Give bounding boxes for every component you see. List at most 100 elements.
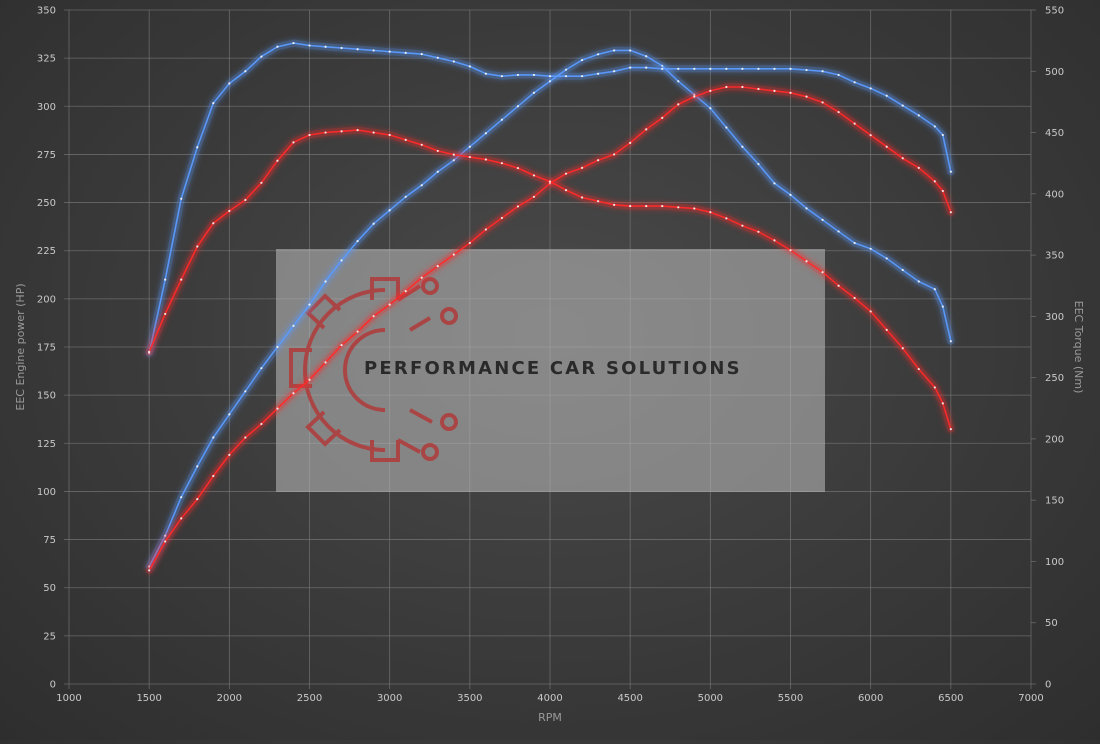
data-point <box>805 95 808 98</box>
data-point <box>941 189 944 193</box>
data-point <box>645 66 648 69</box>
data-point <box>468 155 471 159</box>
data-point <box>901 157 904 160</box>
data-point <box>212 102 215 105</box>
y-right-tick-label: 50 <box>1045 618 1058 629</box>
x-tick-label: 2500 <box>297 693 322 704</box>
axes: 1000 1500 2000 2500 3000 3500 4000 4500 5000 5500… <box>14 6 1085 725</box>
brand-name: PERFORMANCE CAR SOLUTIONS <box>364 358 742 379</box>
data-point <box>885 257 888 260</box>
data-point <box>677 80 680 83</box>
data-point <box>532 73 536 77</box>
data-point <box>709 107 712 110</box>
data-point <box>260 55 263 58</box>
data-point <box>420 276 423 279</box>
data-point <box>661 116 664 119</box>
data-point <box>436 170 439 173</box>
data-point <box>228 209 231 213</box>
series-line-3 <box>148 129 952 430</box>
data-point <box>917 280 920 283</box>
data-point <box>613 70 616 73</box>
data-point <box>500 75 503 78</box>
data-point <box>484 158 487 161</box>
data-point <box>757 162 760 166</box>
data-point <box>356 239 359 243</box>
data-point <box>276 407 279 410</box>
data-point <box>597 159 600 162</box>
data-point <box>629 141 632 144</box>
data-point <box>548 75 552 78</box>
data-point <box>340 343 343 347</box>
data-point <box>949 211 952 214</box>
data-point <box>773 67 776 70</box>
data-point <box>196 465 199 468</box>
data-point <box>532 91 536 94</box>
data-point <box>308 133 311 137</box>
y-left-tick-label: 150 <box>37 391 56 402</box>
y-left-tick-label: 50 <box>43 583 56 594</box>
data-point <box>773 182 776 185</box>
y-right-tick-label: 500 <box>1045 67 1064 78</box>
data-point <box>949 170 952 173</box>
data-point <box>869 247 872 250</box>
data-point <box>901 268 904 272</box>
data-point <box>949 428 952 431</box>
data-point <box>516 73 520 77</box>
data-point <box>468 241 471 245</box>
data-point <box>933 180 936 183</box>
data-point <box>805 68 808 72</box>
data-point <box>532 174 536 177</box>
data-point <box>388 209 391 212</box>
data-point <box>661 67 664 70</box>
data-point <box>228 453 231 456</box>
data-point <box>941 305 944 308</box>
data-point <box>709 67 712 70</box>
data-point <box>148 569 151 572</box>
data-point <box>196 245 199 248</box>
data-point <box>180 197 183 200</box>
data-point <box>629 49 632 52</box>
y-left-tick-label: 250 <box>37 198 56 209</box>
data-point <box>580 58 584 62</box>
data-point <box>148 350 151 354</box>
data-point <box>789 67 792 70</box>
data-point <box>853 296 856 300</box>
data-point <box>196 498 199 501</box>
data-point <box>941 402 944 405</box>
data-point <box>837 110 840 114</box>
data-point <box>420 184 423 187</box>
data-point <box>420 53 423 56</box>
data-point <box>757 67 760 70</box>
y-right-tick-label: 150 <box>1045 496 1064 507</box>
data-point <box>821 271 824 274</box>
y-left-axis-title: EEC Engine power (HP) <box>14 283 27 410</box>
watermark-logo: PERFORMANCE CAR SOLUTIONS <box>276 249 825 492</box>
data-point <box>292 41 295 45</box>
data-point <box>452 153 455 156</box>
data-point <box>821 101 824 104</box>
data-point <box>164 540 167 543</box>
data-point <box>693 67 696 70</box>
y-left-tick-label: 100 <box>37 487 56 498</box>
data-point <box>564 189 568 192</box>
data-point <box>308 378 311 381</box>
y-right-tick-label: 550 <box>1045 6 1064 17</box>
data-point <box>164 278 167 281</box>
y-right-tick-label: 100 <box>1045 557 1064 568</box>
data-point <box>372 315 375 318</box>
data-point <box>372 222 375 225</box>
data-point <box>308 44 311 47</box>
data-point <box>741 67 744 70</box>
data-point <box>725 85 728 89</box>
y-left-tick-label: 275 <box>37 150 56 161</box>
data-point <box>789 249 792 252</box>
data-point <box>933 288 936 291</box>
data-point <box>468 145 471 148</box>
y-left-tick-label: 125 <box>37 439 56 450</box>
data-point <box>484 228 487 231</box>
series-line-2 <box>148 86 952 571</box>
data-point <box>452 253 455 256</box>
data-point <box>228 82 231 85</box>
y-right-tick-label: 350 <box>1045 251 1064 262</box>
data-point <box>885 145 888 148</box>
